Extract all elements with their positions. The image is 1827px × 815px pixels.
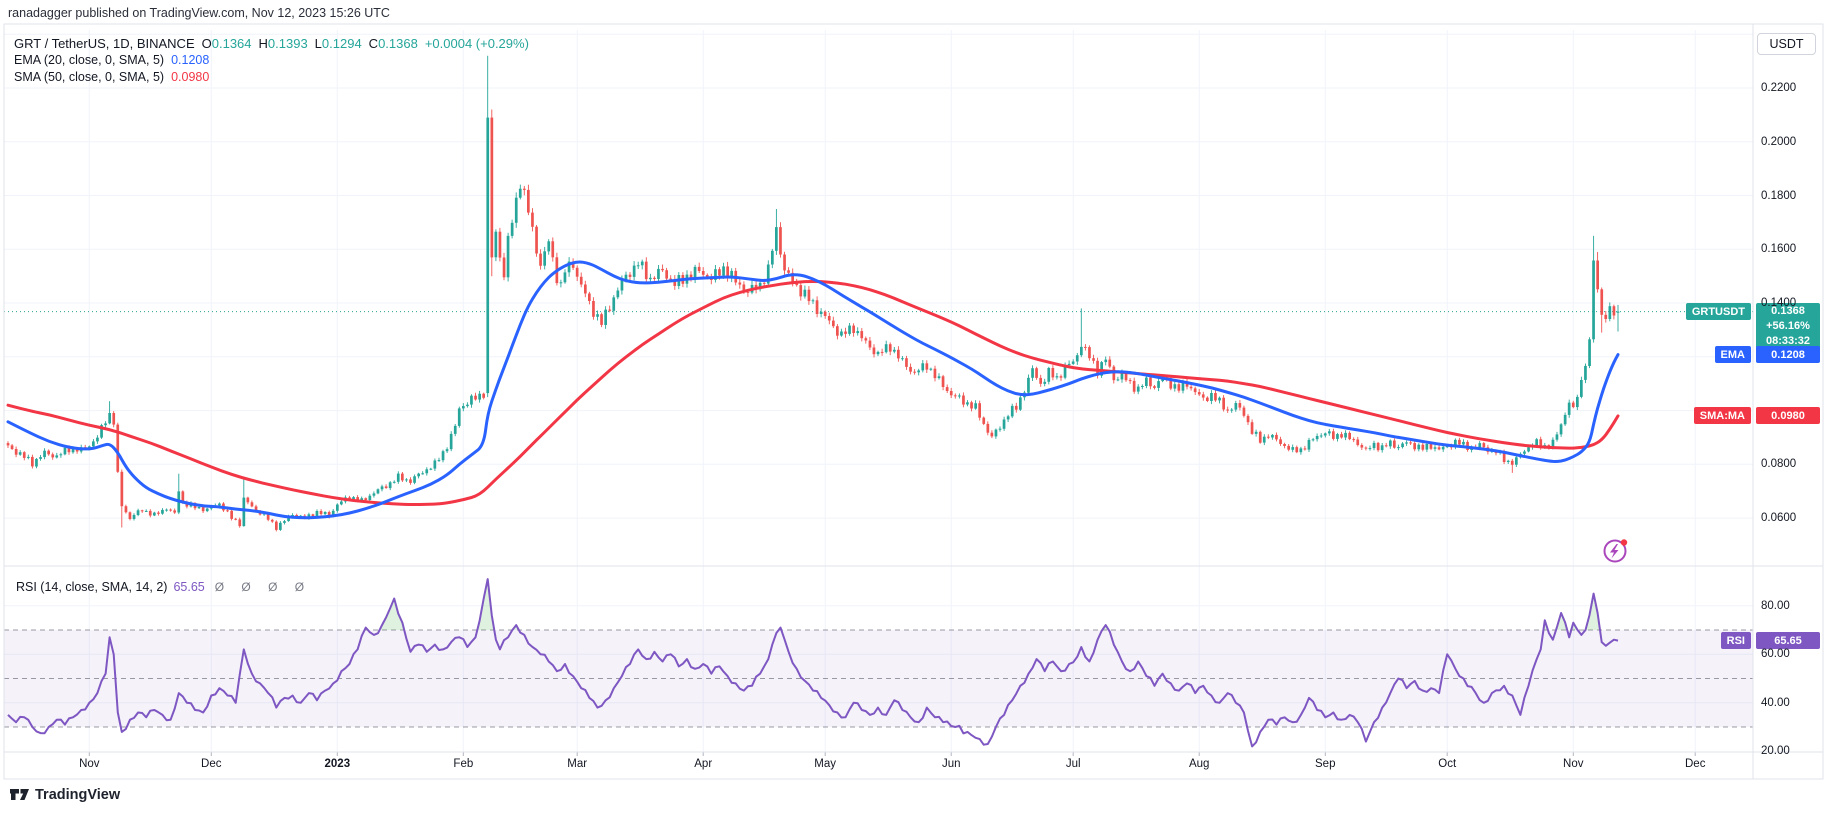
price-axis-label: 0.2000 xyxy=(1761,135,1797,148)
price-axis-label: 0.1400 xyxy=(1761,297,1797,310)
time-axis-label: Dec xyxy=(1684,758,1706,770)
rsi-value: 65.65 xyxy=(173,580,205,594)
rsi-tag-value: 65.65 xyxy=(1756,632,1820,650)
rsi-axis-label: 80.00 xyxy=(1761,599,1790,612)
published-header: ranadagger published on TradingView.com,… xyxy=(8,6,390,20)
ema-tag-value: 0.1208 xyxy=(1756,346,1820,364)
ohlc-values: O0.1364 H0.1393 L0.1294 C0.1368 xyxy=(195,36,418,51)
time-axis-label: Feb xyxy=(453,758,474,770)
sma-tag-value: 0.0980 xyxy=(1756,407,1820,425)
time-axis-label: Oct xyxy=(1438,758,1457,770)
ohlc-val: 0.1368 xyxy=(378,36,418,51)
rsi-label: RSI (14, close, SMA, 14, 2) xyxy=(16,580,168,594)
bar-countdown: 08:33:32 xyxy=(1765,335,1811,348)
rsi-legend: RSI (14, close, SMA, 14, 2) 65.65 Ø Ø Ø Ø xyxy=(16,580,311,594)
change-value: +0.0004 (+0.29%) xyxy=(424,36,529,51)
ema-tag-label: EMA xyxy=(1714,346,1751,364)
time-axis-label: Nov xyxy=(1563,758,1584,770)
last-price-change: +56.16% xyxy=(1766,320,1810,333)
sma-value: 0.0980 xyxy=(171,70,210,84)
currency-toggle-button[interactable]: USDT xyxy=(1757,33,1816,55)
ohlc-val: 0.1393 xyxy=(267,36,308,51)
rsi-axis-label: 60.00 xyxy=(1761,648,1790,661)
ohlc-key: C xyxy=(368,36,379,51)
tradingview-logo-icon xyxy=(10,789,29,800)
time-axis-label: Jul xyxy=(1065,758,1081,770)
tradingview-logo[interactable]: TradingView xyxy=(10,786,120,803)
last-price-tag: 0.1368 +56.16% 08:33:32 xyxy=(1756,302,1820,351)
ohlc-key: O xyxy=(201,36,212,51)
time-axis-label: Jun xyxy=(941,758,961,770)
time-axis-label: Mar xyxy=(567,758,588,770)
rsi-axis-label: 40.00 xyxy=(1761,696,1790,709)
symbol-title: GRT / TetherUS, 1D, BINANCE xyxy=(14,36,195,51)
time-axis-label: May xyxy=(814,758,837,770)
rsi-hidden-values: Ø Ø Ø Ø xyxy=(214,580,312,594)
ohlc-key: L xyxy=(314,36,322,51)
time-axis-label: Apr xyxy=(694,758,713,770)
time-axis-label: 2023 xyxy=(324,758,351,770)
flash-idea-icon[interactable] xyxy=(1603,539,1628,563)
price-axis-label: 0.0600 xyxy=(1761,512,1797,525)
price-axis-label: 0.1600 xyxy=(1761,243,1797,256)
time-axis-label: Sep xyxy=(1315,758,1336,770)
price-axis-label: 0.1800 xyxy=(1761,189,1797,202)
ohlc-val: 0.1294 xyxy=(321,36,362,51)
rsi-tag-label: RSI xyxy=(1720,632,1751,650)
time-axis-label: Dec xyxy=(201,758,222,770)
ema-label: EMA (20, close, 0, SMA, 5) xyxy=(14,53,165,67)
sma-tag-label: SMA:MA xyxy=(1693,407,1751,425)
ohlc-val: 0.1364 xyxy=(211,36,252,51)
ohlc-key: H xyxy=(258,36,268,51)
ema-legend: EMA (20, close, 0, SMA, 5) 0.1208 xyxy=(14,53,209,67)
price-axis-label: 0.0800 xyxy=(1761,458,1797,471)
time-axis[interactable] xyxy=(4,752,1753,779)
sma-legend: SMA (50, close, 0, SMA, 5) 0.0980 xyxy=(14,70,209,84)
last-price-value: 0.1368 xyxy=(1771,305,1805,318)
symbol-price-tag: GRTUSDT xyxy=(1685,303,1751,321)
time-axis-label: Aug xyxy=(1188,758,1210,770)
symbol-legend: GRT / TetherUS, 1D, BINANCE O0.1364 H0.139… xyxy=(14,36,529,51)
rsi-axis-label: 20.00 xyxy=(1761,745,1790,758)
time-axis-label: Nov xyxy=(79,758,100,770)
ema-value: 0.1208 xyxy=(171,53,210,67)
sma-label: SMA (50, close, 0, SMA, 5) xyxy=(14,70,165,84)
price-axis-label: 0.2200 xyxy=(1761,82,1797,94)
